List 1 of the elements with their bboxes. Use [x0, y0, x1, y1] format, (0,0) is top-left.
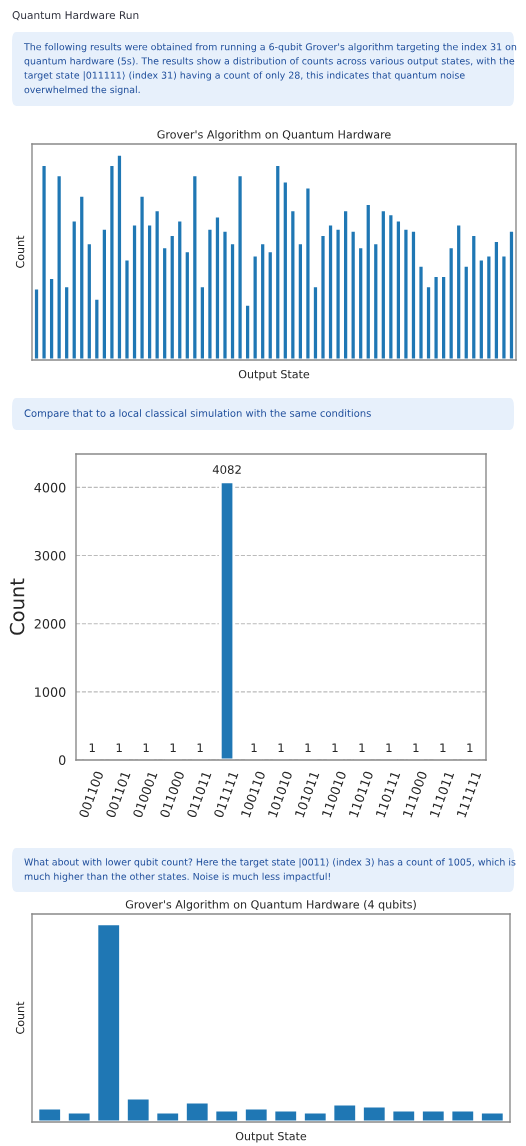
- y-axis-title: Count: [9, 578, 25, 635]
